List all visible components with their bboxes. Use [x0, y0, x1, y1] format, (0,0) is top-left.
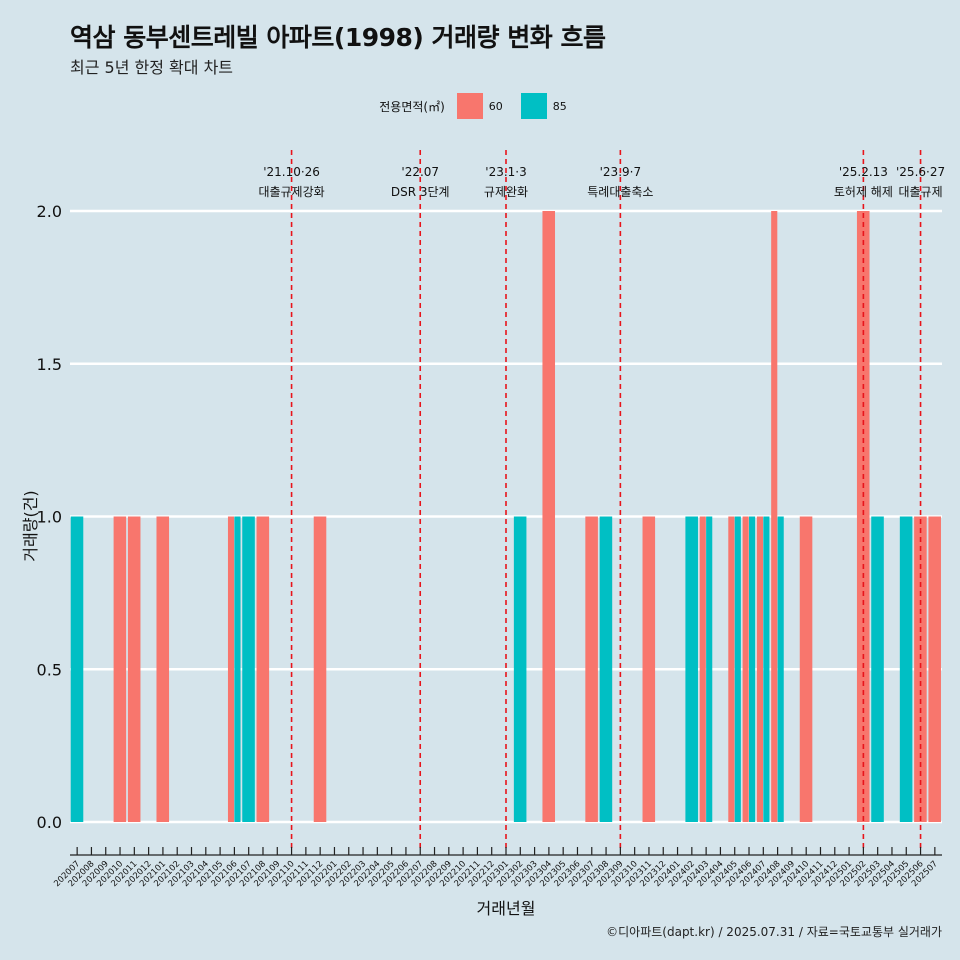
bar-85-202308 — [599, 516, 613, 822]
bar-60-202304 — [542, 211, 556, 822]
bar-60-202112 — [313, 516, 327, 822]
bar-60-202506 — [914, 516, 927, 822]
bar-60-202405 — [728, 516, 735, 822]
bar-60-202408 — [771, 211, 778, 822]
event-date: '21.10·26 — [263, 165, 320, 179]
event-label: 토허제 해제 — [834, 185, 893, 199]
bar-60-202406 — [742, 516, 749, 822]
bar-60-202307 — [585, 516, 598, 822]
event-date: '23.1·3 — [485, 165, 526, 179]
legend-key-60 — [456, 93, 483, 119]
legend-title: 전용면적(㎡) — [379, 99, 445, 114]
bar-85-202503 — [871, 516, 884, 822]
bar-85-202505 — [899, 516, 913, 822]
bar-60-202010 — [113, 516, 127, 822]
event-label: 특례대출축소 — [587, 185, 653, 199]
bar-60-202502 — [856, 211, 870, 822]
legend-label-85: 85 — [552, 99, 567, 113]
bar-60-202101 — [156, 516, 170, 822]
bar-85-202407 — [763, 516, 770, 822]
event-date: '23.9·7 — [600, 165, 641, 179]
bar-85-202007 — [70, 516, 84, 822]
y-tick-label: 0.5 — [37, 660, 62, 679]
event-label: 대출규제 — [898, 185, 942, 199]
bar-60-202507 — [928, 516, 941, 822]
event-label: DSR 3단계 — [391, 185, 450, 199]
y-axis-title: 거래량(건) — [21, 490, 40, 561]
bar-85-202405 — [734, 516, 741, 822]
bar-60-202011 — [127, 516, 141, 822]
bar-60-202311 — [642, 516, 656, 822]
bar-60-202108 — [256, 516, 270, 822]
legend-key-85 — [520, 93, 547, 119]
y-tick-label: 0.0 — [37, 813, 62, 832]
bar-60-202407 — [756, 516, 764, 822]
bar-85-202107 — [242, 516, 255, 822]
event-date: '22.07 — [401, 165, 439, 179]
bar-60-202403 — [699, 516, 706, 822]
y-tick-label: 1.5 — [37, 355, 62, 374]
bar-85-202403 — [706, 516, 713, 822]
bar-85-202402 — [685, 516, 698, 822]
x-axis-title: 거래년월 — [477, 899, 536, 918]
event-label: 규제완화 — [484, 185, 528, 199]
legend: 전용면적(㎡) 60 85 — [0, 93, 960, 119]
bar-60-202410 — [799, 516, 813, 822]
chart-subtitle: 최근 5년 한정 확대 차트 — [70, 58, 234, 77]
bar-85-202408 — [777, 516, 784, 822]
bar-85-202302 — [513, 516, 527, 822]
event-date: '25.2.13 — [839, 165, 888, 179]
chart-title: 역삼 동부센트레빌 아파트(1998) 거래량 변화 흐름 — [70, 23, 606, 52]
bar-60-202106 — [227, 516, 235, 822]
y-tick-label: 2.0 — [37, 202, 62, 221]
bar-85-202106 — [234, 516, 241, 822]
y-tick-label: 1.0 — [37, 508, 62, 527]
legend-label-60: 60 — [488, 99, 503, 113]
source-caption: ©디아파트(dapt.kr) / 2025.07.31 / 자료=국토교통부 실… — [606, 925, 942, 939]
event-date: '25.6·27 — [896, 165, 945, 179]
event-label: 대출규제강화 — [258, 185, 324, 199]
bar-85-202406 — [749, 516, 756, 822]
